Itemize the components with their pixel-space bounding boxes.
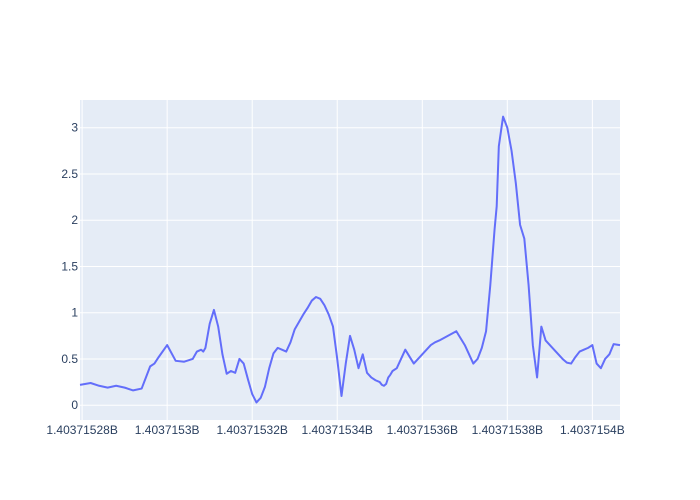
y-tick-label: 2.5 [61,167,78,181]
y-tick-label: 3 [71,121,78,135]
x-tick-label: 1.40371536B [387,423,458,437]
x-tick-label: 1.4037154B [560,423,625,437]
y-tick-label: 1.5 [61,259,78,273]
x-tick-label: 1.40371528B [46,423,117,437]
x-tick-label: 1.4037153B [135,423,200,437]
x-gridlines [81,100,593,420]
y-tick-label: 0 [71,398,78,412]
x-tick-label: 1.40371534B [302,423,373,437]
plot-area-background [80,100,620,420]
x-axis-tick-labels: 1.40371528B 1.4037153B 1.40371532B 1.403715… [46,423,624,437]
y-tick-label: 2 [71,213,78,227]
series-layer [79,115,621,404]
x-tick-label: 1.40371538B [472,423,543,437]
y-tick-label: 0.5 [61,352,78,366]
y-tick-label: 1 [71,306,78,320]
y-axis-tick-labels: 0 0.5 1 1.5 2 2.5 3 [61,121,78,412]
series-line [79,115,621,404]
x-tick-label: 1.40371532B [217,423,288,437]
